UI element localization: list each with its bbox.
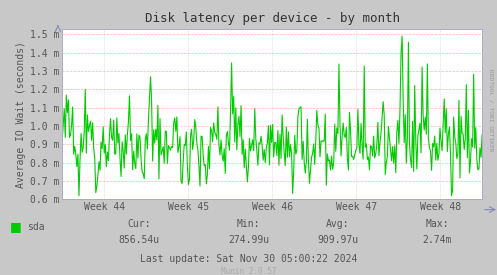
Text: 909.97u: 909.97u (318, 235, 358, 245)
Text: ■: ■ (10, 220, 22, 233)
Y-axis label: Average IO Wait (seconds): Average IO Wait (seconds) (16, 41, 26, 188)
Title: Disk latency per device - by month: Disk latency per device - by month (145, 12, 400, 25)
Text: Munin 2.0.57: Munin 2.0.57 (221, 267, 276, 275)
Text: sda: sda (27, 222, 45, 232)
Text: Min:: Min: (237, 219, 260, 229)
Text: RRDTOOL / TOBI OETIKER: RRDTOOL / TOBI OETIKER (488, 69, 493, 151)
Text: Avg:: Avg: (326, 219, 350, 229)
Text: Cur:: Cur: (127, 219, 151, 229)
Text: Max:: Max: (425, 219, 449, 229)
Text: 856.54u: 856.54u (119, 235, 160, 245)
Text: 2.74m: 2.74m (422, 235, 452, 245)
Text: 274.99u: 274.99u (228, 235, 269, 245)
Text: Last update: Sat Nov 30 05:00:22 2024: Last update: Sat Nov 30 05:00:22 2024 (140, 254, 357, 264)
